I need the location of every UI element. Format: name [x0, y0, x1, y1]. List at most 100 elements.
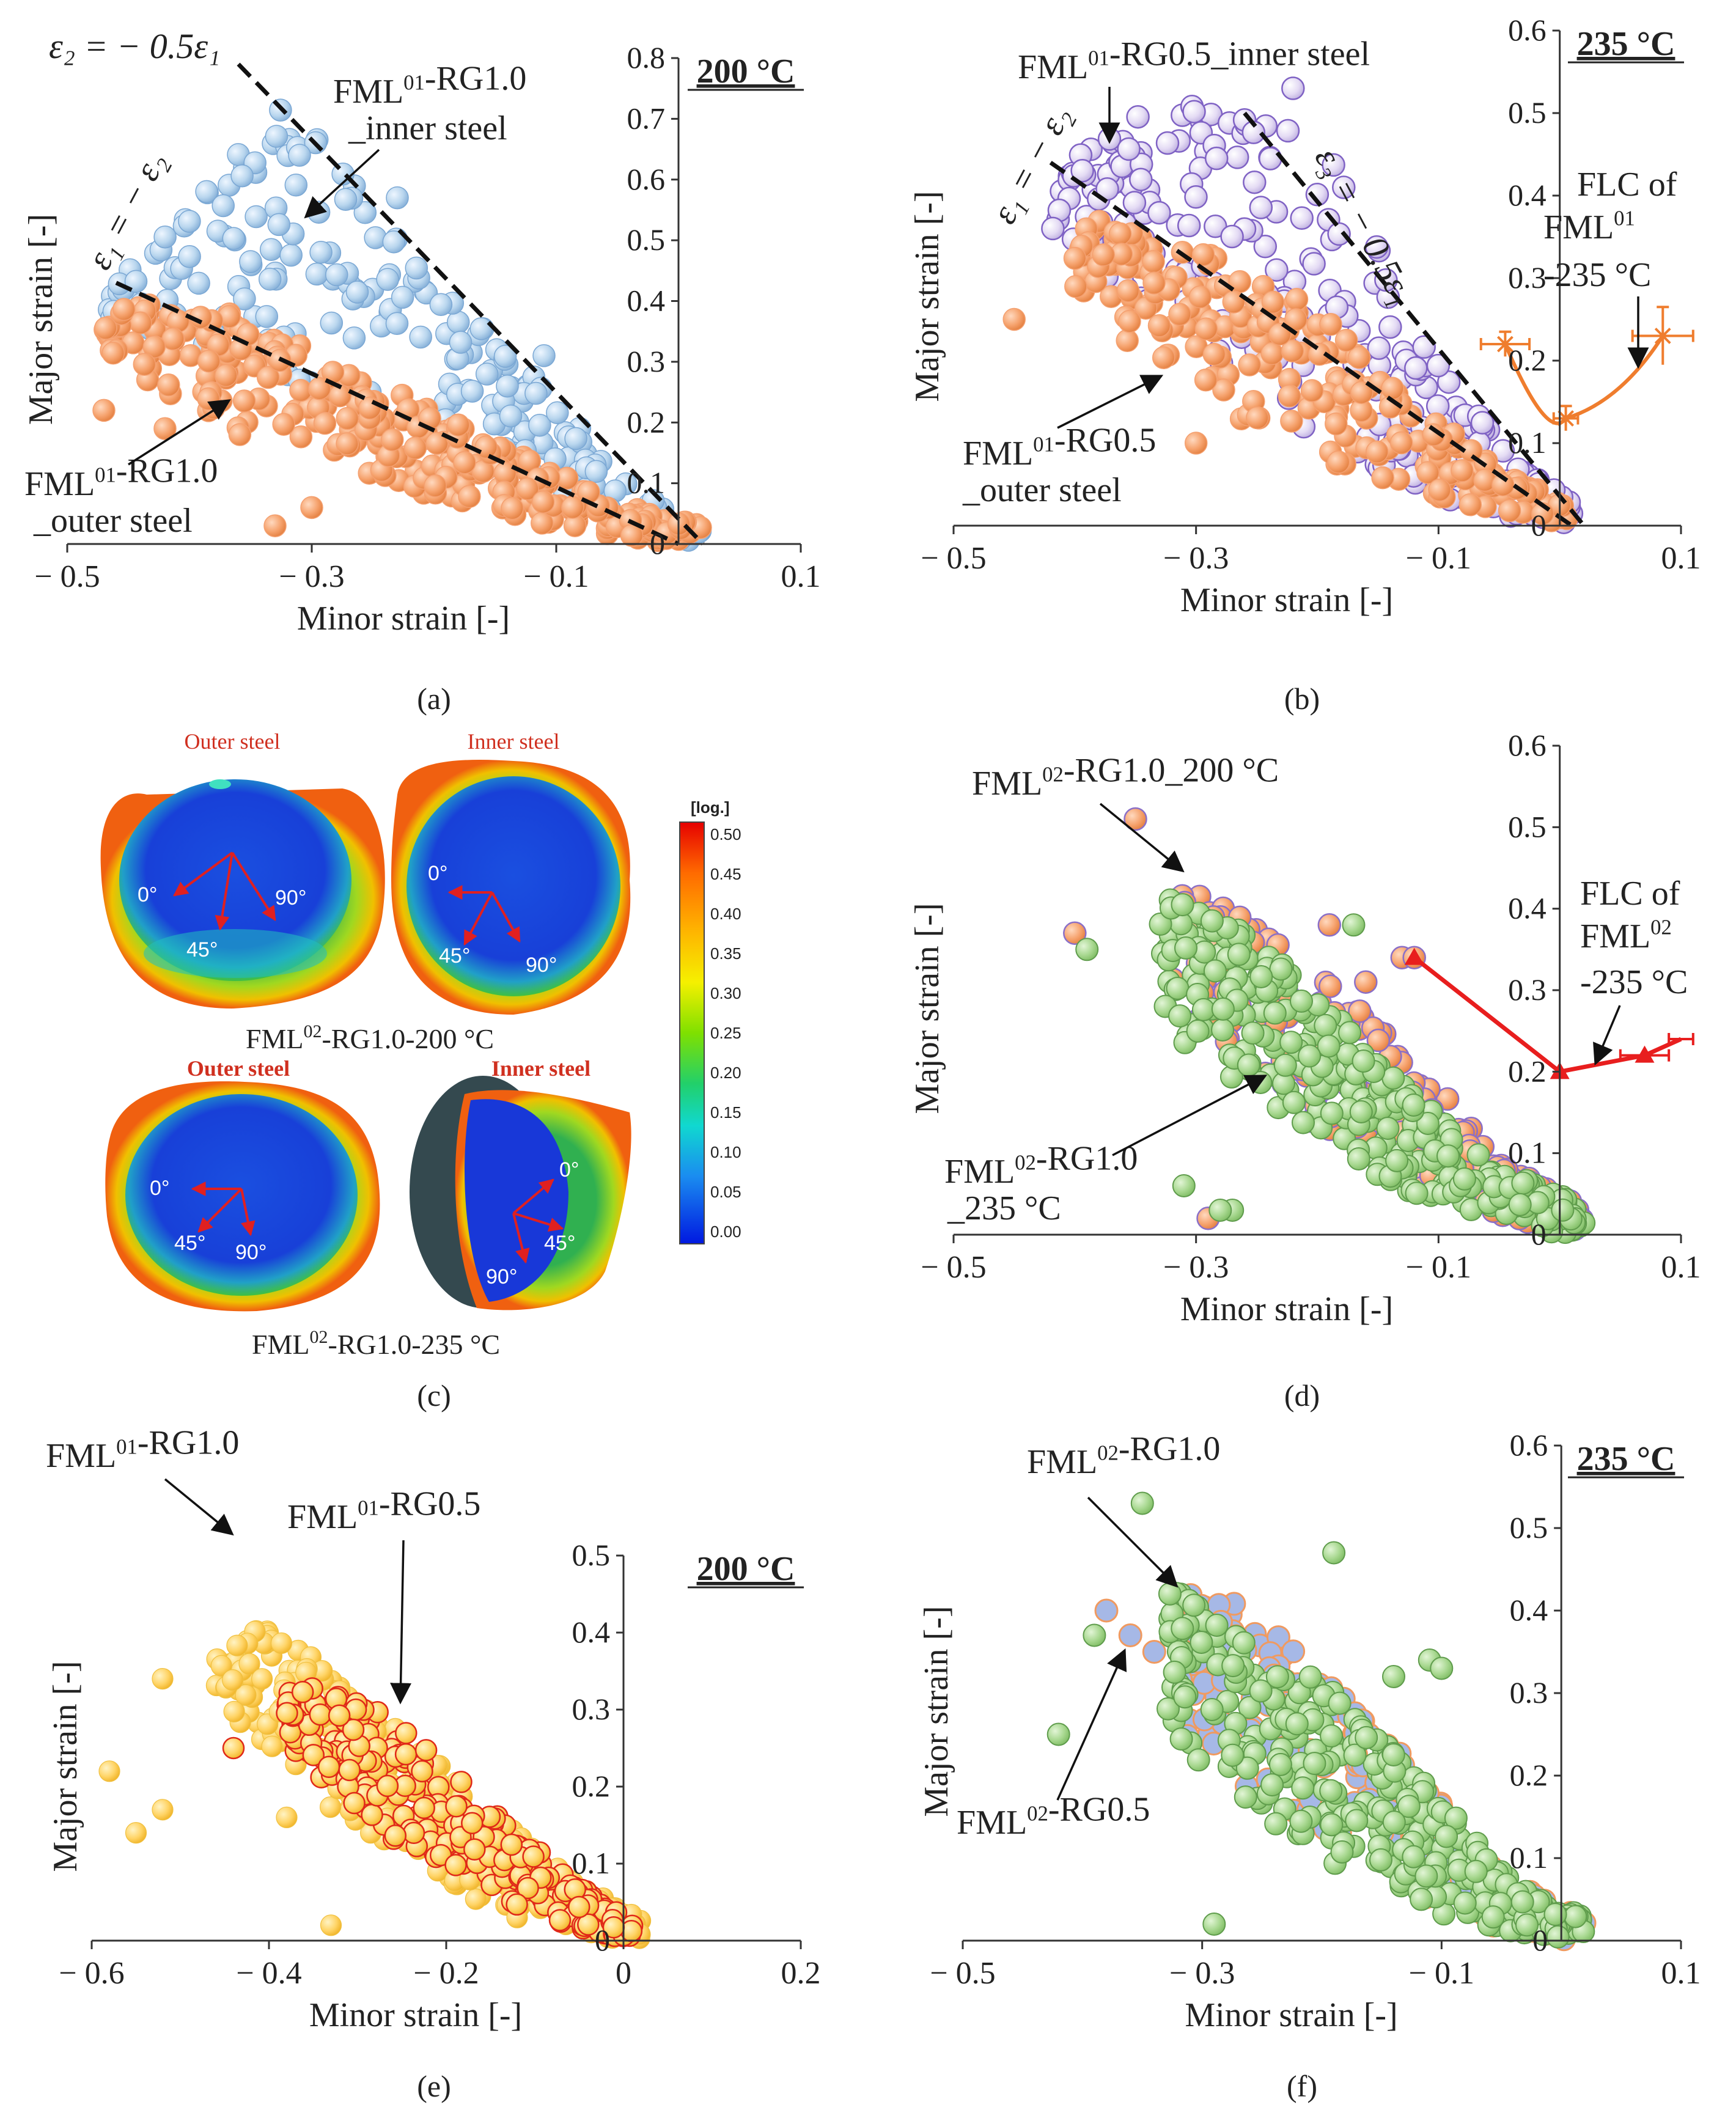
point-d-1-247	[1166, 977, 1190, 1000]
point-e-1-260	[222, 1736, 245, 1760]
point-a-0-172	[469, 317, 493, 340]
point-a-0-33	[342, 326, 366, 350]
point-e-1-250	[338, 1758, 361, 1782]
point-b-0-258	[1117, 137, 1141, 161]
point-e-1-245	[411, 1760, 433, 1783]
point-a-0-161	[524, 381, 548, 405]
point-a-0-222	[267, 213, 291, 237]
xtick-label-e-2: − 0.2	[413, 1956, 479, 1991]
point-f-1-290	[1173, 1685, 1197, 1709]
point-b-1-131	[1116, 279, 1140, 303]
point-b-0-243	[1378, 315, 1402, 339]
point-a-0-210	[546, 401, 569, 424]
ytick-label-b-1: 0.1	[1508, 425, 1547, 460]
annot-d-flc-l3: -235 °C	[1580, 963, 1688, 1001]
point-b-1-139	[1168, 303, 1191, 326]
point-b-1-181	[1194, 369, 1218, 392]
point-f-0-221	[1094, 1598, 1119, 1623]
point-d-1-318	[1347, 1147, 1370, 1170]
point-b-0-73	[1253, 235, 1278, 259]
point-f-1-294	[1298, 1665, 1322, 1689]
point-f-1-320	[1130, 1491, 1154, 1515]
point-f-1-299	[1515, 1913, 1539, 1937]
colorbar-tick-6: 0.20	[710, 1064, 741, 1082]
point-b-1-130	[1278, 384, 1301, 408]
point-f-1-241	[1320, 1724, 1344, 1748]
colorbar-tick-4: 0.30	[710, 984, 741, 1002]
point-a-0-190	[211, 194, 235, 218]
point-f-1-163	[1330, 1840, 1354, 1864]
point-a-0-186	[382, 230, 406, 254]
angle-0-d: 0°	[559, 1158, 579, 1181]
point-d-1-316	[1402, 1093, 1425, 1117]
axes-e: − 0.6 − 0.4 − 0.2 0 0.2 0 0.1 0.2 0.3 0.4 0.5	[59, 1538, 820, 1991]
ytick-label-b-4: 0.4	[1508, 178, 1547, 212]
point-b-0-99	[1122, 191, 1147, 215]
point-e-1-252	[343, 1791, 366, 1815]
annot-d-235-l3: _235 °C	[947, 1189, 1061, 1227]
point-f-1-308	[1435, 1825, 1458, 1848]
point-a-0-195	[279, 243, 303, 267]
point-a-1-298	[447, 413, 470, 436]
point-e-0-304	[320, 1914, 342, 1936]
point-f-1-324	[1046, 1722, 1070, 1746]
arrow-d-200	[1099, 803, 1185, 873]
point-a-0-233	[496, 374, 519, 398]
xtick-label-e-0: − 0.6	[59, 1956, 124, 1991]
ytick-label-e-4: 0.4	[572, 1615, 611, 1649]
point-d-1-194	[1314, 1013, 1337, 1037]
point-f-0-220	[1118, 1623, 1142, 1647]
point-b-0-129	[1290, 206, 1314, 230]
point-b-0-246	[1470, 411, 1495, 435]
point-d-1-308	[1551, 1198, 1575, 1222]
axes-d: − 0.5 − 0.3 − 0.1 0.1 0 0.1 0.2 0.3 0.4 0.5 0.6	[921, 728, 1701, 1285]
point-b-0-240	[1367, 336, 1391, 360]
point-b-0-247	[1426, 353, 1451, 378]
point-f-0-63	[1281, 1639, 1306, 1664]
arrow-f-rg10	[1087, 1496, 1179, 1588]
annot-a-outer-l3: _outer steel	[33, 502, 193, 540]
point-b-1-225	[1063, 246, 1087, 270]
annot-d-235: FML02-RG1.0	[944, 1140, 1138, 1191]
point-f-1-183	[1182, 1593, 1206, 1617]
point-a-0-70	[305, 262, 329, 286]
point-b-1-241	[1184, 432, 1208, 455]
ytick-label-b-6: 0.6	[1508, 13, 1547, 47]
point-b-0-194	[1243, 170, 1267, 194]
point-e-1-251	[463, 1838, 486, 1861]
ref-line-a-1	[115, 281, 680, 546]
point-f-1-322	[1322, 1541, 1346, 1565]
ytick-label-e-5: 0.5	[572, 1538, 611, 1572]
point-e-1-233	[522, 1845, 545, 1868]
xtick-label-a-1: − 0.3	[279, 559, 344, 594]
axes-f: − 0.5 − 0.3 − 0.1 0.1 0 0.1 0.2 0.3 0.4 0.5 0.6	[930, 1428, 1701, 1991]
point-d-1-244	[1376, 1117, 1400, 1140]
annot-b-outer-l3: _outer steel	[962, 471, 1122, 509]
point-d-1-295	[1452, 1167, 1476, 1191]
ref-label-a-0: ε₂ = − 0.5ε₁	[49, 26, 220, 66]
ytick-label-a-8: 0.8	[627, 40, 666, 75]
point-e-0-283	[465, 1888, 487, 1910]
point-a-1-321	[336, 432, 359, 455]
point-f-1-288	[1414, 1864, 1438, 1888]
ytick-label-e-1: 0.1	[572, 1846, 611, 1880]
annot-d-flc-l2: FML02	[1580, 916, 1672, 955]
point-a-0-120	[265, 125, 289, 148]
ylabel-b: Major strain [-]	[908, 191, 946, 402]
angle-arrows	[173, 851, 564, 1264]
point-d-1-241	[1149, 912, 1172, 936]
panel-label-d: (d)	[1284, 1378, 1320, 1413]
point-e-1-146	[361, 1804, 383, 1826]
point-e-1-254	[276, 1702, 298, 1724]
point-d-1-266	[1436, 1144, 1460, 1168]
point-e-1-259	[444, 1854, 467, 1876]
point-e-1-227	[517, 1876, 539, 1900]
point-a-0-69	[284, 174, 308, 197]
arrow-f-rg05	[1056, 1648, 1127, 1801]
point-d-0-215	[1348, 999, 1372, 1023]
point-a-0-206	[385, 312, 409, 336]
angle-45-a: 45°	[186, 938, 218, 961]
point-a-1-213	[256, 366, 280, 389]
point-e-1-247	[577, 1913, 600, 1936]
point-b-0-86	[1436, 370, 1461, 394]
